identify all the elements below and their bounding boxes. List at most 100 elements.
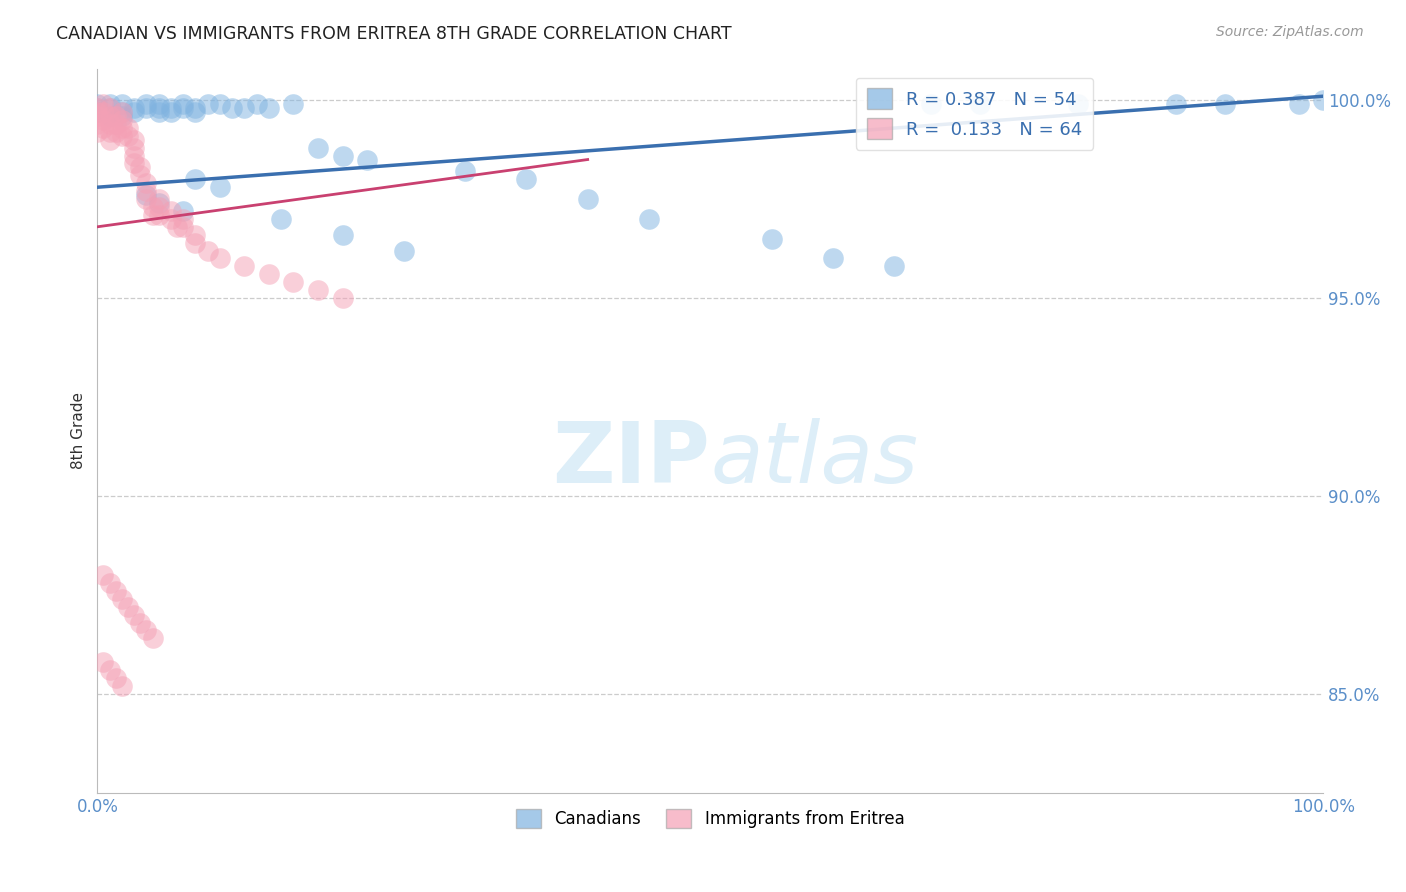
Text: atlas: atlas [710,418,918,501]
Point [111,120,134,135]
Point [98,97,121,112]
Point [208,180,231,194]
Point [98,125,121,139]
Point [122,156,145,170]
Point [197,244,219,258]
Point [332,227,354,242]
Point [129,615,152,630]
Point [117,120,139,135]
Point [283,97,305,112]
Point [148,105,170,120]
Point [98,101,121,115]
Point [104,671,127,685]
Point [93,112,115,127]
Point [233,260,256,274]
Point [104,109,127,123]
Point [1213,97,1236,112]
Point [135,184,157,198]
Point [821,252,844,266]
Point [221,101,243,115]
Point [208,97,231,112]
Point [969,97,991,112]
Point [184,172,207,186]
Point [883,260,905,274]
Point [160,204,183,219]
Point [122,101,145,115]
Point [160,211,183,226]
Point [135,624,157,638]
Point [184,105,207,120]
Point [111,112,134,127]
Point [307,141,329,155]
Point [93,120,115,135]
Point [93,97,115,112]
Point [104,125,127,139]
Point [122,133,145,147]
Point [576,192,599,206]
Point [122,607,145,622]
Point [86,125,108,139]
Point [98,109,121,123]
Point [98,117,121,131]
Point [111,679,134,693]
Point [208,252,231,266]
Point [93,105,115,120]
Point [86,105,108,120]
Point [332,291,354,305]
Y-axis label: 8th Grade: 8th Grade [72,392,86,469]
Point [93,568,115,582]
Point [283,275,305,289]
Point [148,200,170,214]
Point [184,235,207,250]
Point [86,109,108,123]
Text: CANADIAN VS IMMIGRANTS FROM ERITREA 8TH GRADE CORRELATION CHART: CANADIAN VS IMMIGRANTS FROM ERITREA 8TH … [56,25,733,43]
Point [86,105,108,120]
Point [86,101,108,115]
Point [141,632,163,646]
Point [111,105,134,120]
Point [148,101,170,115]
Point [129,161,152,175]
Point [98,101,121,115]
Point [86,97,108,112]
Point [111,128,134,143]
Point [184,227,207,242]
Point [392,244,415,258]
Point [98,663,121,677]
Point [233,101,256,115]
Point [122,148,145,162]
Point [141,208,163,222]
Point [104,583,127,598]
Point [122,105,145,120]
Point [86,101,108,115]
Legend: Canadians, Immigrants from Eritrea: Canadians, Immigrants from Eritrea [509,803,911,835]
Point [270,211,292,226]
Point [160,101,183,115]
Point [86,117,108,131]
Point [166,219,188,234]
Point [246,97,269,112]
Point [129,169,152,183]
Point [638,211,661,226]
Point [111,97,134,112]
Point [172,211,194,226]
Point [148,196,170,211]
Point [257,267,280,281]
Text: ZIP: ZIP [553,418,710,501]
Point [172,97,194,112]
Point [122,141,145,155]
Point [1312,93,1334,107]
Point [184,101,207,115]
Point [117,599,139,614]
Point [307,283,329,297]
Point [356,153,378,167]
Point [135,176,157,190]
Point [172,101,194,115]
Point [920,97,942,112]
Point [104,117,127,131]
Point [148,192,170,206]
Point [148,97,170,112]
Text: Source: ZipAtlas.com: Source: ZipAtlas.com [1216,25,1364,39]
Point [454,164,477,178]
Point [135,188,157,202]
